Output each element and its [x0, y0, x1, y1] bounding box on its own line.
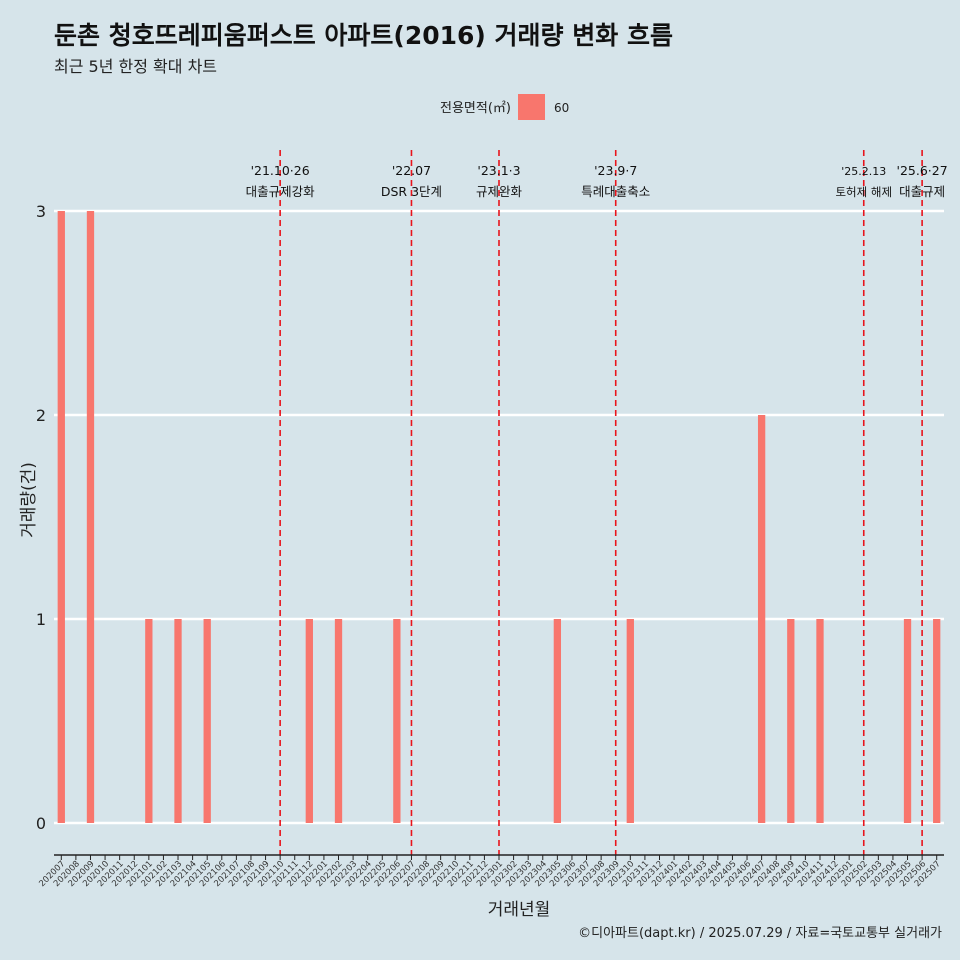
bar — [393, 619, 401, 823]
legend-label: 60 — [554, 101, 569, 115]
legend-title: 전용면적(㎡) — [440, 101, 511, 116]
event-date-label: '23.1·3 — [477, 163, 520, 178]
y-tick-label: 0 — [36, 814, 46, 833]
event-date-label: '25.2.13 — [841, 165, 886, 178]
bar — [626, 619, 634, 823]
y-tick-label: 1 — [36, 610, 46, 629]
bar — [174, 619, 182, 823]
y-axis-title: 거래량(건) — [19, 462, 39, 538]
x-axis-title: 거래년월 — [488, 900, 551, 920]
bar — [816, 619, 824, 823]
event-label: DSR 3단계 — [381, 184, 442, 199]
y-tick-label: 2 — [36, 406, 46, 425]
bar — [757, 415, 766, 823]
bar — [787, 619, 795, 823]
event-label: 토허제 해제 — [835, 185, 892, 199]
event-date-label: '25.6·27 — [897, 163, 948, 178]
bar — [305, 619, 313, 823]
bar — [553, 619, 562, 823]
event-date-label: '22.07 — [392, 163, 431, 178]
legend-swatch — [518, 94, 545, 120]
bar — [145, 619, 153, 823]
event-label: 규제완화 — [476, 184, 523, 199]
chart-subtitle: 최근 5년 한정 확대 차트 — [54, 57, 218, 76]
y-tick-label: 3 — [36, 202, 46, 221]
bar — [933, 619, 941, 823]
event-label: 대출규제 — [899, 184, 945, 199]
event-label: 대출규제강화 — [246, 184, 316, 199]
chart-title: 둔촌 청호뜨레피움퍼스트 아파트(2016) 거래량 변화 흐름 — [54, 21, 673, 50]
event-date-label: '21.10·26 — [251, 163, 310, 178]
bar — [57, 211, 65, 823]
event-date-label: '23.9·7 — [594, 163, 637, 178]
source-caption: ©디아파트(dapt.kr) / 2025.07.29 / 자료=국토교통부 실… — [578, 926, 942, 941]
event-label: 특례대출축소 — [581, 184, 650, 199]
bar — [86, 211, 95, 823]
bar — [903, 619, 912, 823]
bar — [334, 619, 343, 823]
bar — [203, 619, 211, 823]
